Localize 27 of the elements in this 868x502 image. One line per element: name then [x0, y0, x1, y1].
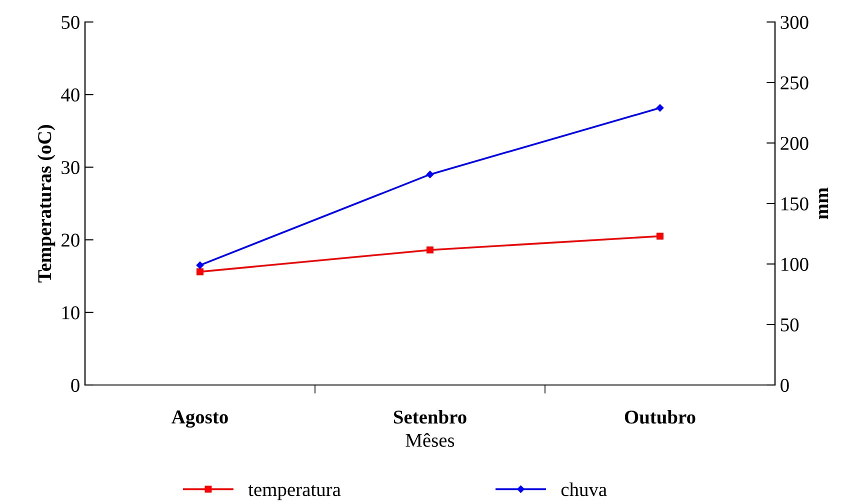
- y2-tick-label: 100: [782, 258, 808, 271]
- y2-tick-label: 300: [780, 16, 808, 29]
- y-tick-label: 0: [71, 378, 80, 392]
- x-tick-label: Outubro: [624, 410, 696, 424]
- point: [196, 268, 204, 276]
- point: [426, 246, 434, 254]
- y-tick-label: 40: [61, 88, 80, 102]
- y-tick-label: 20: [62, 234, 80, 247]
- y2-tick-label: 50: [780, 318, 799, 332]
- x-axis-title: Mêses: [406, 433, 454, 447]
- x-tick-label: Agosto: [172, 410, 228, 428]
- point: [656, 232, 664, 240]
- point: [656, 104, 664, 112]
- y-tick-label: 10: [62, 306, 80, 320]
- y2-tick-label: 150: [782, 197, 808, 210]
- point: [426, 170, 434, 178]
- point: [196, 262, 204, 269]
- y2-tick-label: 0: [780, 378, 789, 392]
- legend-label: chuva: [561, 482, 607, 496]
- y2-axis-title: mm: [818, 188, 828, 220]
- y2-tick-label: 250: [780, 76, 808, 90]
- y-axis-title: Temperaturas (oC): [38, 125, 56, 282]
- y-tick-label: 50: [62, 16, 80, 29]
- x-tick-label: Setenbro: [394, 410, 466, 424]
- legend-label: temperatura: [248, 485, 341, 500]
- y2-tick-label: 200: [780, 136, 808, 150]
- y-tick-label: 30: [62, 161, 80, 174]
